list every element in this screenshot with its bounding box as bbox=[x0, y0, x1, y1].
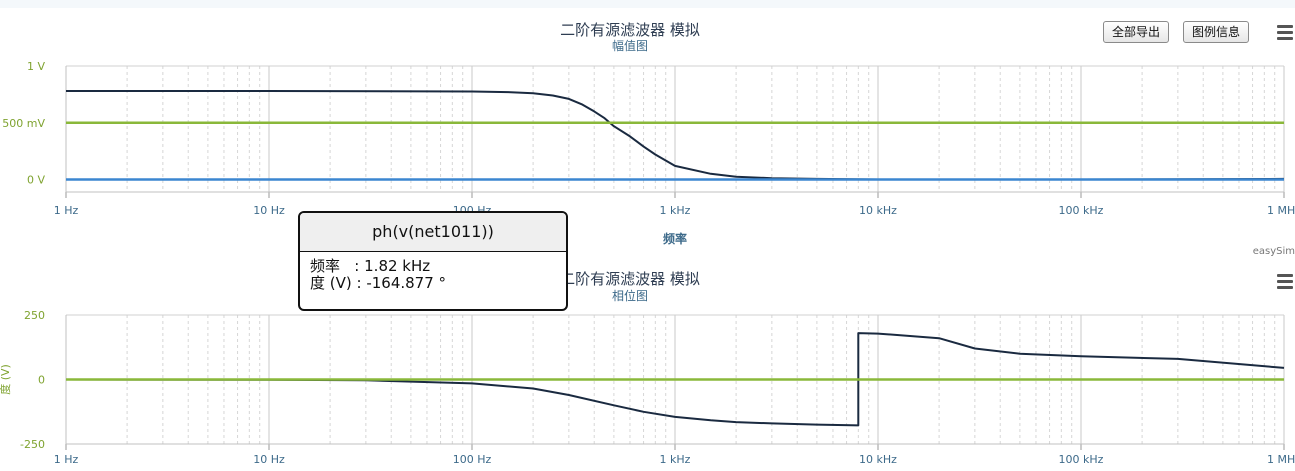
x-tick-label: 1 kHz bbox=[660, 453, 691, 466]
x-tick-label: 10 Hz bbox=[253, 453, 285, 466]
x-tick-label: 1 MHz bbox=[1267, 204, 1295, 217]
y-tick-label: 0 V bbox=[27, 174, 45, 187]
y-tick-label: 0 bbox=[38, 374, 45, 387]
y-axis-label: 度 (V) bbox=[0, 364, 12, 395]
y-tick-label: 250 bbox=[24, 309, 45, 322]
chart-title: 二阶有源滤波器 模拟 bbox=[560, 270, 700, 288]
legend-info-button[interactable]: 图例信息 bbox=[1183, 21, 1250, 43]
chart-subtitle: 相位图 bbox=[612, 288, 648, 303]
x-tick-label: 1 Hz bbox=[54, 453, 79, 466]
x-tick-label: 100 kHz bbox=[1059, 453, 1104, 466]
x-tick-label: 100 kHz bbox=[1059, 204, 1104, 217]
chart-subtitle: 幅值图 bbox=[612, 38, 648, 53]
x-tick-label: 10 kHz bbox=[859, 453, 897, 466]
y-tick-label: -250 bbox=[20, 438, 45, 451]
credit-text: easySim bbox=[1252, 246, 1295, 257]
x-axis-label: 频率 bbox=[663, 231, 687, 246]
tooltip-title: ph(v(net1011)) bbox=[300, 213, 566, 252]
menu-icon[interactable] bbox=[1274, 22, 1295, 44]
chart-title: 二阶有源滤波器 模拟 bbox=[560, 21, 700, 39]
x-tick-label: 10 Hz bbox=[253, 204, 285, 217]
y-tick-label: 500 mV bbox=[2, 117, 45, 130]
x-tick-label: 100 Hz bbox=[453, 453, 492, 466]
tooltip-body: 频率 : 1.82 kHz 度 (V) : -164.877 ° bbox=[300, 252, 566, 298]
data-tooltip: ph(v(net1011)) 频率 : 1.82 kHz 度 (V) : -16… bbox=[298, 211, 568, 311]
x-tick-label: 1 MHz bbox=[1267, 453, 1295, 466]
menu-icon-lower[interactable] bbox=[1274, 271, 1295, 293]
x-tick-label: 1 kHz bbox=[660, 204, 691, 217]
tooltip-degree: 度 (V) : -164.877 ° bbox=[310, 274, 447, 292]
tooltip-frequency: 频率 : 1.82 kHz bbox=[310, 257, 431, 275]
x-tick-label: 10 kHz bbox=[859, 204, 897, 217]
top-strip bbox=[0, 0, 1295, 8]
series-line bbox=[65, 332, 1285, 427]
export-all-button[interactable]: 全部导出 bbox=[1103, 21, 1170, 43]
y-tick-label: 1 V bbox=[27, 60, 45, 73]
x-tick-label: 1 Hz bbox=[54, 204, 79, 217]
